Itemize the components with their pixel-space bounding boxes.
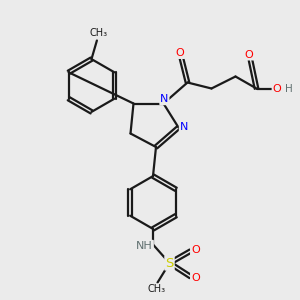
- Text: CH₃: CH₃: [148, 284, 166, 294]
- Text: O: O: [191, 244, 200, 255]
- Text: H: H: [285, 83, 293, 94]
- Text: O: O: [191, 273, 200, 283]
- Text: S: S: [165, 256, 174, 270]
- Text: NH: NH: [136, 241, 153, 251]
- Text: O: O: [244, 50, 253, 60]
- Text: CH₃: CH₃: [89, 28, 107, 38]
- Text: N: N: [160, 94, 169, 104]
- Text: O: O: [176, 48, 184, 58]
- Text: N: N: [180, 122, 188, 132]
- Text: O: O: [272, 83, 281, 94]
